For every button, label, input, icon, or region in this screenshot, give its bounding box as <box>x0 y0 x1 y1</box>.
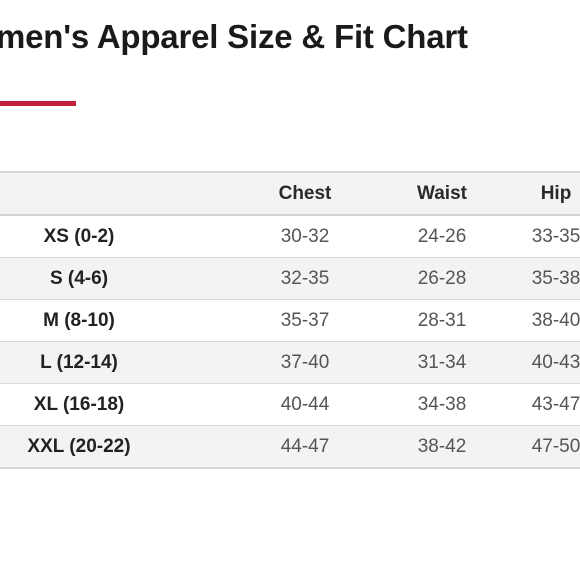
table-row: L (12-14) 37-40 31-34 40-43 <box>0 341 580 384</box>
size-chart-table: Chest Waist Hip XS (0-2) 30-32 24-26 33-… <box>0 171 580 469</box>
spacer-cell <box>162 300 242 342</box>
header-size <box>0 172 162 215</box>
page-title: omen's Apparel Size & Fit Chart <box>0 18 468 55</box>
chest-value: 35-37 <box>280 309 330 331</box>
chest-value: 30-32 <box>280 225 330 247</box>
size-label: M (8-10) <box>43 309 115 331</box>
header-spacer <box>162 172 242 215</box>
table-header-row: Chest Waist Hip <box>0 172 580 215</box>
spacer-cell <box>162 342 242 384</box>
spacer-cell <box>162 384 242 426</box>
waist-value: 34-38 <box>417 393 467 415</box>
waist-value: 26-28 <box>417 267 467 289</box>
hip-value: 47-50 <box>531 435 580 457</box>
size-label: XXL (20-22) <box>27 435 131 457</box>
hip-value: 38-40 <box>531 309 580 331</box>
waist-value: 38-42 <box>417 435 467 457</box>
table-row: M (8-10) 35-37 28-31 38-40 <box>0 299 580 342</box>
waist-value: 31-34 <box>417 351 467 373</box>
size-label: S (4-6) <box>49 267 109 289</box>
hip-value: 35-38 <box>531 267 580 289</box>
header-chest: Chest <box>278 182 332 204</box>
spacer-cell <box>162 426 242 469</box>
table-row: XXL (20-22) 44-47 38-42 47-50 <box>0 425 580 469</box>
waist-value: 28-31 <box>417 309 467 331</box>
title-accent-bar <box>0 101 76 106</box>
table-row: XL (16-18) 40-44 34-38 43-47 <box>0 383 580 426</box>
spacer-cell <box>162 258 242 300</box>
size-label: XL (16-18) <box>33 393 125 415</box>
spacer-cell <box>162 215 242 258</box>
chest-value: 32-35 <box>280 267 330 289</box>
waist-value: 24-26 <box>417 225 467 247</box>
chest-value: 40-44 <box>280 393 330 415</box>
hip-value: 40-43 <box>531 351 580 373</box>
header-waist: Waist <box>417 182 467 204</box>
table-row: S (4-6) 32-35 26-28 35-38 <box>0 257 580 300</box>
table-row: XS (0-2) 30-32 24-26 33-35 <box>0 215 580 258</box>
chest-value: 37-40 <box>280 351 330 373</box>
hip-value: 43-47 <box>531 393 580 415</box>
chest-value: 44-47 <box>280 435 330 457</box>
hip-value: 33-35 <box>531 225 580 247</box>
size-label: XS (0-2) <box>43 225 115 247</box>
size-label: L (12-14) <box>40 351 118 373</box>
header-hip: Hip <box>540 182 572 204</box>
